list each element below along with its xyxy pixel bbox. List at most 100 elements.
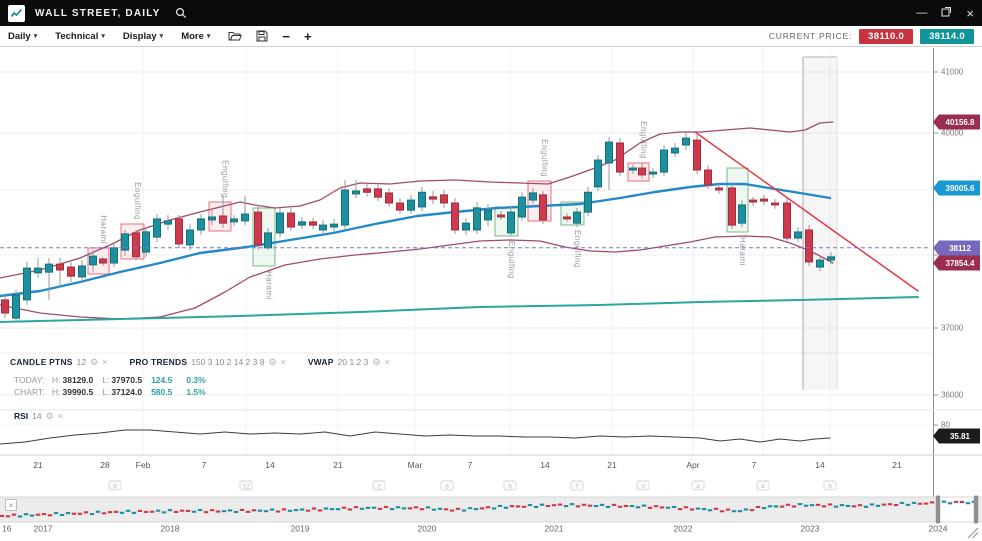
chart-grid <box>0 48 933 455</box>
svg-text:14: 14 <box>265 460 275 470</box>
svg-text:16: 16 <box>2 524 12 534</box>
navigator-close-button[interactable]: × <box>5 499 17 511</box>
svg-text:8: 8 <box>445 484 449 491</box>
svg-text:21: 21 <box>33 460 43 470</box>
caret-down-icon: ▾ <box>159 33 164 40</box>
axis-price-badge <box>933 428 980 444</box>
svg-text:2023: 2023 <box>801 524 820 534</box>
svg-text:7: 7 <box>575 484 579 491</box>
price-stats: TODAY: H: 38129.0 L: 37970.5 124.5 0.3% CH… <box>14 374 220 398</box>
calendar-event-icon[interactable] <box>239 480 253 491</box>
remove-indicator-icon[interactable]: × <box>384 356 390 367</box>
gear-icon[interactable]: ⚙ <box>268 356 277 367</box>
svg-text:21: 21 <box>333 460 343 470</box>
today-low: 37970.5 <box>111 375 143 385</box>
toolbar: Daily ▾ Technical ▾ Display ▾ More ▾ − + CUR… <box>0 26 982 47</box>
close-button[interactable]: × <box>966 5 974 21</box>
restore-window-button[interactable] <box>941 6 952 20</box>
candlesticks <box>1 133 835 323</box>
minimize-button[interactable]: — <box>916 6 928 19</box>
current-period-highlight <box>802 56 838 390</box>
svg-text:Feb: Feb <box>136 460 151 470</box>
caret-down-icon: ▾ <box>206 33 211 40</box>
svg-text:Apr: Apr <box>686 460 699 470</box>
open-folder-icon[interactable] <box>228 30 243 42</box>
svg-text:2022: 2022 <box>674 524 693 534</box>
svg-text:2: 2 <box>377 484 381 491</box>
gear-icon[interactable]: ⚙ <box>372 356 381 367</box>
axis-price-badge <box>933 114 980 130</box>
svg-text:2018: 2018 <box>161 524 180 534</box>
caret-down-icon: ▾ <box>33 33 38 40</box>
svg-text:Engulfing: Engulfing <box>639 121 648 159</box>
menu-display[interactable]: Display ▾ <box>122 30 164 42</box>
svg-text:Harami: Harami <box>738 237 747 266</box>
save-icon[interactable] <box>256 30 268 42</box>
chart-range: 580.5 <box>151 387 173 397</box>
svg-text:7: 7 <box>752 460 757 470</box>
remove-indicator-icon[interactable]: × <box>280 356 286 367</box>
calendar-event-icon[interactable] <box>636 480 650 491</box>
svg-text:35.81: 35.81 <box>950 432 971 441</box>
svg-text:Engulfing: Engulfing <box>507 241 516 279</box>
rsi-panel <box>0 409 982 456</box>
date-axis: 21 28 Feb 7 14 21 Mar 7 14 21 Apr 7 14 216 12 2 8 6 7 3 4 4 6 <box>33 460 902 491</box>
resize-grip-icon[interactable] <box>967 527 979 539</box>
timeline-navigator[interactable]: 16 2017 2018 2019 2020 2021 2022 2023 2024 <box>0 495 982 539</box>
svg-text:Harami: Harami <box>99 215 108 244</box>
svg-text:38112: 38112 <box>949 244 971 253</box>
indicator-candle-ptns: CANDLE PTNS 12 ⚙ × <box>10 356 108 367</box>
calendar-event-icon[interactable] <box>823 480 837 491</box>
svg-text:41000: 41000 <box>941 68 964 77</box>
chart-title: WALL STREET, DAILY <box>35 7 161 19</box>
indicator-legend-row: CANDLE PTNS 12 ⚙ × PRO TRENDS 150 3 10 2 1… <box>10 357 390 367</box>
navigator-handle-right[interactable] <box>973 495 979 524</box>
svg-text:6: 6 <box>828 484 832 491</box>
svg-text:12: 12 <box>242 484 250 491</box>
chart-high: 39990.5 <box>62 387 94 397</box>
current-price-label: CURRENT PRICE: <box>768 31 853 41</box>
menu-technical[interactable]: Technical ▾ <box>55 30 105 42</box>
menu-more[interactable]: More ▾ <box>181 30 211 42</box>
axis-price-badge <box>933 240 980 256</box>
gear-icon[interactable]: ⚙ <box>90 356 99 367</box>
today-high: 38129.0 <box>62 375 94 385</box>
stats-today-row: TODAY: H: 38129.0 L: 37970.5 124.5 0.3% <box>14 375 206 385</box>
svg-text:6: 6 <box>113 484 117 491</box>
indicator-vwap: VWAP 20 1 2 3 ⚙ × <box>307 356 390 367</box>
titlebar: WALL STREET, DAILY — × <box>0 0 982 26</box>
svg-text:4: 4 <box>761 484 765 491</box>
svg-text:39005.6: 39005.6 <box>946 184 975 193</box>
remove-indicator-icon[interactable]: × <box>102 356 108 367</box>
svg-text:Harami: Harami <box>265 271 274 300</box>
svg-text:2024: 2024 <box>929 524 948 534</box>
today-pct: 0.3% <box>186 375 206 385</box>
price-axis: 41000400003800037000360008040156.839005.… <box>933 48 980 497</box>
svg-text:Engulfing: Engulfing <box>133 182 142 220</box>
menu-daily[interactable]: Daily ▾ <box>8 30 38 42</box>
today-range: 124.5 <box>151 375 173 385</box>
gear-icon[interactable]: ⚙ <box>45 410 54 421</box>
ask-price-badge: 38114.0 <box>920 28 974 44</box>
search-icon[interactable] <box>175 7 187 19</box>
svg-text:21: 21 <box>892 460 902 470</box>
stats-chart-row: CHART: H: 39990.5 L: 37124.0 580.5 1.5% <box>14 387 206 397</box>
remove-indicator-icon[interactable]: × <box>57 410 63 421</box>
calendar-event-icon[interactable] <box>440 480 454 491</box>
calendar-event-icon[interactable] <box>108 480 122 491</box>
navigator-handle-left[interactable] <box>935 495 941 524</box>
zoom-out-button[interactable]: − <box>282 28 290 44</box>
zoom-in-button[interactable]: + <box>304 28 312 44</box>
calendar-event-icon[interactable] <box>691 480 705 491</box>
calendar-event-icon[interactable] <box>503 480 517 491</box>
chart-pct: 1.5% <box>186 387 206 397</box>
calendar-event-icon[interactable] <box>756 480 770 491</box>
svg-text:7: 7 <box>202 460 207 470</box>
svg-text:Engulfing: Engulfing <box>540 139 549 177</box>
svg-text:4: 4 <box>696 484 700 491</box>
svg-text:37854.4: 37854.4 <box>946 259 975 268</box>
calendar-event-icon[interactable] <box>372 480 386 491</box>
svg-text:Engulfing: Engulfing <box>221 160 230 198</box>
calendar-event-icon[interactable] <box>570 480 584 491</box>
